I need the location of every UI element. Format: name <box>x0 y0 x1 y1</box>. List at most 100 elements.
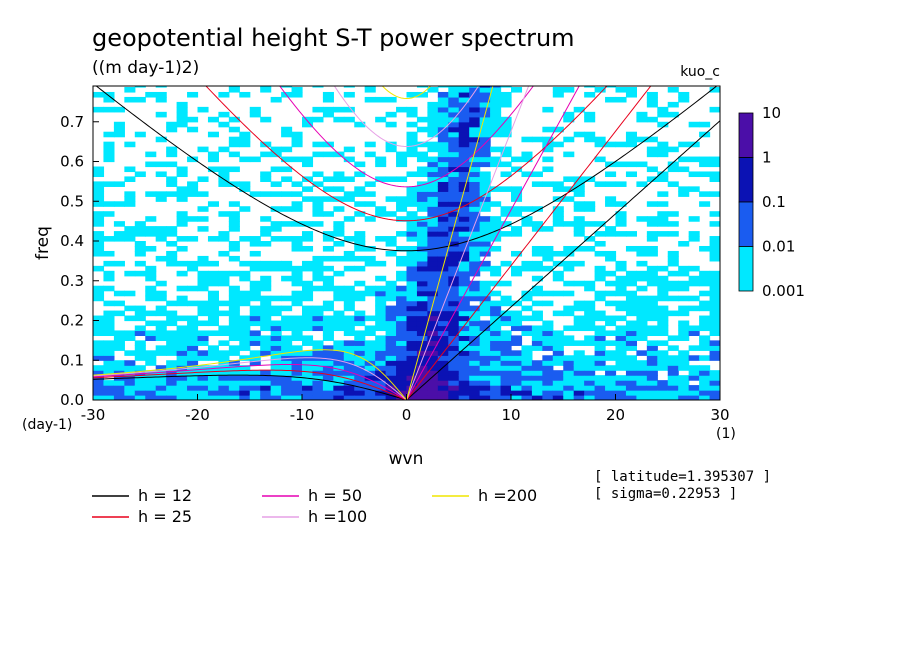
power-cell <box>657 295 669 302</box>
power-cell <box>302 221 314 227</box>
power-cell <box>124 270 136 277</box>
axes: -30 -20 -10 0 10 20 300.00.10.20.30.40.50.60.7 <box>60 113 729 424</box>
power-cell <box>625 385 637 391</box>
power-cell <box>416 310 428 317</box>
power-cell <box>500 390 512 396</box>
power-cell <box>207 151 219 158</box>
power-cell <box>437 395 449 400</box>
power-cell <box>699 191 711 197</box>
power-cell <box>594 310 606 317</box>
power-cell <box>385 141 397 148</box>
power-cell <box>281 156 293 163</box>
power-cell <box>218 166 230 173</box>
power-cell <box>396 176 408 182</box>
power-cell <box>385 375 397 381</box>
power-cell <box>573 260 585 267</box>
power-cell <box>406 350 418 356</box>
power-cell <box>176 385 188 391</box>
power-cell <box>458 181 470 187</box>
power-cell <box>646 245 658 252</box>
power-cell <box>228 335 240 341</box>
power-cell <box>709 270 720 277</box>
power-cell <box>270 206 282 212</box>
power-cell <box>531 330 543 337</box>
power-cell <box>615 260 627 267</box>
power-cell <box>176 380 188 386</box>
power-cell <box>646 136 658 143</box>
power-cell <box>176 345 188 351</box>
power-cell <box>542 265 554 272</box>
power-cell <box>625 390 637 396</box>
power-cell <box>134 385 146 391</box>
power-cell <box>479 96 491 103</box>
power-cell <box>166 181 178 187</box>
power-cell <box>479 141 491 148</box>
power-cell <box>479 265 491 272</box>
power-cell <box>594 395 606 400</box>
power-cell <box>291 345 303 351</box>
power-cell <box>228 370 240 376</box>
power-cell <box>678 156 690 163</box>
power-cell <box>511 166 523 173</box>
power-cell <box>448 166 460 173</box>
power-cell <box>93 91 105 98</box>
power-cell <box>364 86 376 93</box>
power-cell <box>302 325 314 332</box>
gravity-curve <box>279 86 534 188</box>
power-cell <box>678 141 690 148</box>
power-cell <box>176 300 188 307</box>
power-cell <box>678 365 690 371</box>
power-cell <box>416 116 428 123</box>
power-cell <box>646 350 658 356</box>
power-cell <box>458 171 470 178</box>
power-cell <box>646 340 658 346</box>
power-cell <box>584 111 596 118</box>
power-cell <box>490 325 502 332</box>
power-cell <box>552 350 564 356</box>
power-cell <box>479 370 491 376</box>
power-cell <box>322 365 334 371</box>
power-cell <box>469 96 481 103</box>
power-cell <box>155 370 167 376</box>
power-cell <box>500 380 512 386</box>
power-cell <box>166 310 178 317</box>
power-cell <box>479 245 491 252</box>
power-cell <box>448 330 460 337</box>
power-cell <box>396 295 408 302</box>
power-cell <box>176 186 188 192</box>
power-cell <box>239 270 251 277</box>
power-cell <box>427 270 439 277</box>
power-cell <box>302 395 314 400</box>
power-cell <box>437 355 449 361</box>
power-cell <box>416 290 428 297</box>
power-cell <box>249 350 261 356</box>
power-cell <box>354 360 366 366</box>
power-cell <box>385 176 397 182</box>
power-cell <box>207 260 219 267</box>
power-cell <box>281 345 293 351</box>
power-cell <box>709 355 720 361</box>
power-cell <box>584 310 596 317</box>
power-cell <box>646 365 658 371</box>
power-cell <box>291 365 303 371</box>
power-cell <box>113 390 125 396</box>
power-cell <box>458 375 470 381</box>
power-cell <box>113 395 125 400</box>
colorbar-segment <box>738 246 754 292</box>
power-cell <box>699 335 711 341</box>
power-cell <box>511 231 523 237</box>
power-cell <box>270 226 282 232</box>
power-cell <box>448 360 460 366</box>
power-cell <box>354 340 366 346</box>
power-cell <box>584 360 596 366</box>
power-cell <box>260 176 272 182</box>
power-cell <box>469 330 481 337</box>
power-cell <box>469 226 481 232</box>
power-cell <box>437 141 449 148</box>
power-cell <box>458 151 470 158</box>
power-cell <box>93 211 105 217</box>
power-cell <box>688 295 700 302</box>
power-cell <box>636 270 648 277</box>
power-cell <box>615 305 627 312</box>
power-cell <box>490 355 502 361</box>
